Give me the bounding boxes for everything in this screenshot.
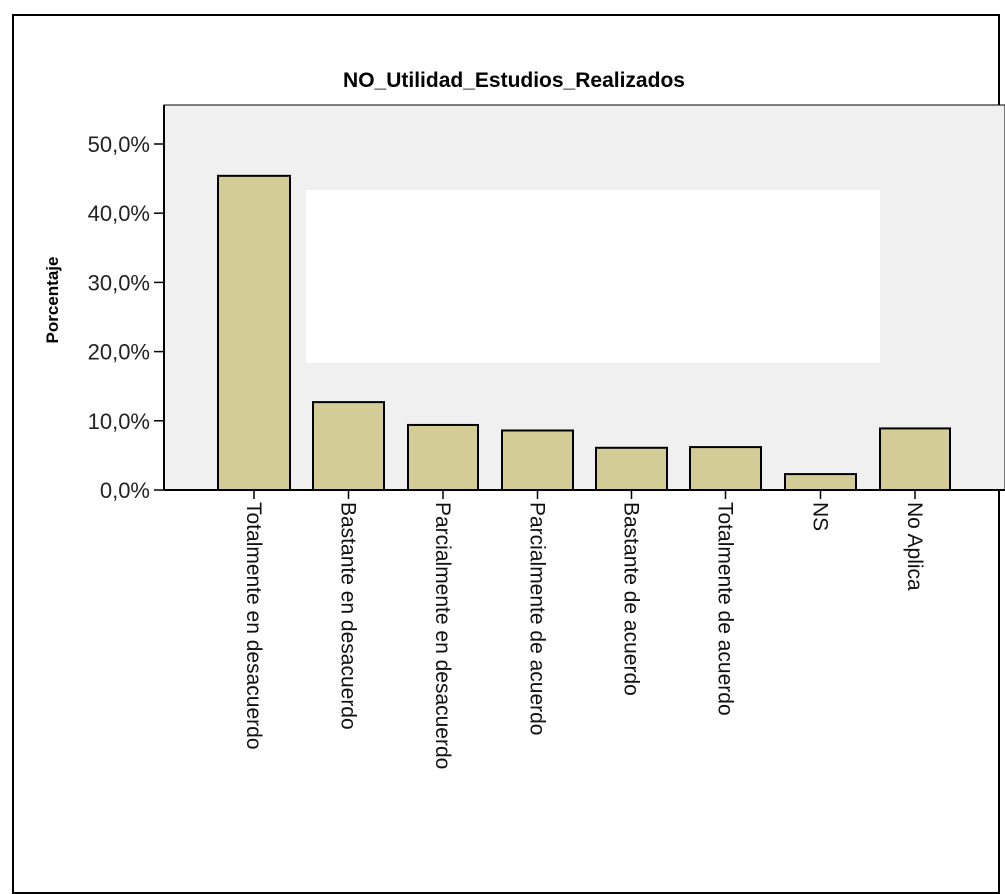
y-tick-label-5: 50,0% [88,132,150,157]
category-label-7: NS [809,502,832,531]
x-axis: Totalmente en desacuerdo Bastante en desa… [164,489,1005,769]
y-tick-label-2: 20,0% [88,340,150,365]
bar-4 [501,429,574,492]
y-tick-label-1: 10,0% [88,409,150,434]
category-label-1: Totalmente en desacuerdo [242,502,265,750]
y-axis: 0,0% 10,0% 20,0% 30,0% 40,0% 50,0% [88,105,165,503]
chart-title: NO_Utilidad_Estudios_Realizados [343,69,685,92]
bar-8 [879,427,951,491]
category-label-6: Totalmente de acuerdo [714,502,737,716]
y-tick-label-3: 30,0% [88,270,150,295]
bar-7 [784,473,857,492]
bar-5 [595,446,668,491]
category-label-4: Parcialmente de acuerdo [526,502,549,735]
bar-2 [312,401,385,491]
category-label-3: Parcialmente en desacuerdo [431,502,454,769]
y-tick-label-0: 0,0% [100,478,150,503]
y-tick-label-4: 40,0% [88,201,150,226]
bar-3 [407,423,479,491]
bar-1 [217,174,291,491]
category-label-2: Bastante en desacuerdo [337,502,360,730]
category-label-8: No Aplica [903,502,926,591]
blank-overlay [306,190,880,363]
bar-chart: NO_Utilidad_Estudios_Realizados 0,0% 10,0… [43,69,1005,769]
bar-6 [689,446,762,492]
category-label-5: Bastante de acuerdo [620,502,643,696]
y-axis-label: Porcentaje [43,257,62,344]
